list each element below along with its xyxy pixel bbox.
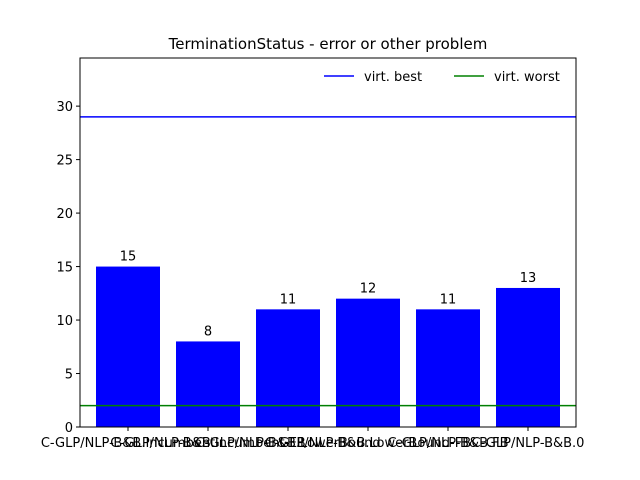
x-tick-label: C-GLP/NLP-B&B.FB [387, 436, 508, 451]
bar [416, 309, 480, 427]
bar-value-label: 11 [440, 292, 457, 307]
bar [496, 287, 560, 427]
legend-label: virt. best [364, 70, 422, 85]
y-tick-label: 15 [56, 261, 73, 276]
bar [336, 298, 400, 427]
y-tick-label: 25 [56, 154, 73, 169]
bar [256, 309, 320, 427]
bar-value-label: 15 [120, 250, 137, 265]
bar-value-label: 12 [360, 282, 377, 297]
x-tick-label: C-GLP/NLP-B&B.LowerBound-FB [265, 436, 471, 451]
bar-value-label: 13 [520, 271, 537, 286]
y-axis: 0 5 10 15 20 25 30 [56, 100, 80, 436]
y-tick-label: 20 [56, 207, 73, 222]
bar [176, 341, 240, 427]
plot-frame [79, 57, 577, 428]
x-tick-label: C-GLP/NLP-B&B.Incumbent [41, 436, 215, 451]
bar-value-label: 11 [280, 292, 297, 307]
y-tick-label: 10 [56, 314, 73, 329]
bar [96, 266, 160, 427]
chart-title: TerminationStatus - error or other probl… [168, 35, 488, 53]
x-tick-label: C-GLP/NLP-B&B.Incumbent-FB [110, 436, 305, 451]
bar-value-label: 8 [204, 324, 212, 339]
reference-lines-group [80, 116, 576, 407]
y-tick-label: 0 [65, 421, 73, 436]
legend: virt. best virt. worst [324, 70, 560, 85]
legend-label: virt. worst [494, 70, 560, 85]
x-axis: C-GLP/NLP-B&B.IncumbentC-GLP/NLP-B&B.Inc… [41, 427, 585, 451]
y-tick-label: 30 [56, 100, 73, 115]
y-tick-label: 5 [65, 368, 73, 383]
bars-group: 15 8 11 12 11 13 [96, 250, 560, 427]
x-tick-label: C-GLP/NLP-B&B.0 [472, 436, 585, 451]
x-tick-label: C-GLP/NLP-B&B.LowerBound [195, 436, 380, 451]
